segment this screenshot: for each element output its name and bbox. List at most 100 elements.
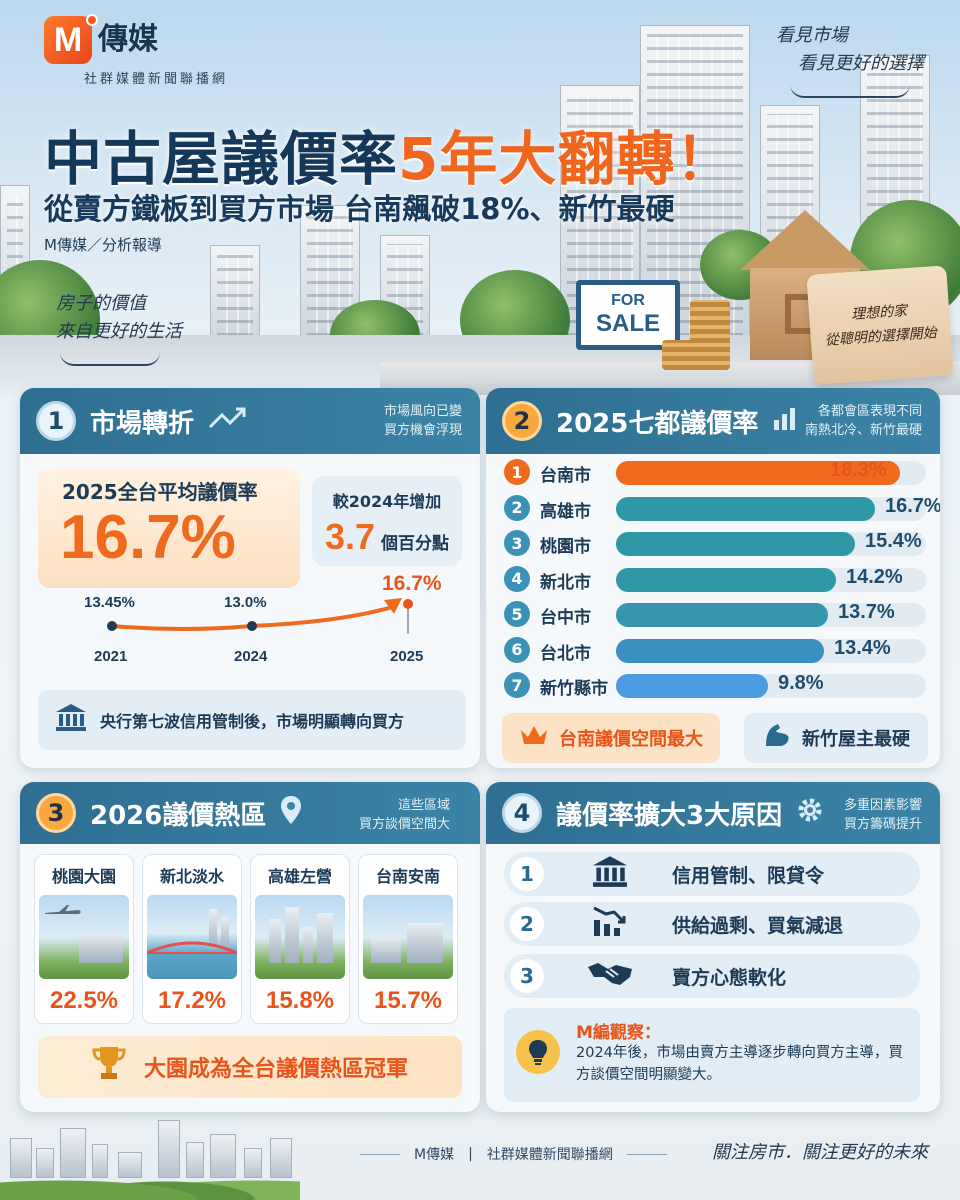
trend-up-icon	[208, 405, 248, 437]
coin-stack-icon	[662, 340, 696, 370]
panel-header: 3 2026議價熱區 這些區域 買方談價空間大	[20, 782, 480, 844]
hot-zone-rate: 15.8%	[265, 987, 335, 1014]
city-rank-row: 5 台中市 13.7%	[504, 600, 928, 628]
footer-slogan: 關注房市．關注更好的未來	[712, 1142, 928, 1163]
city-towers-image	[255, 895, 345, 979]
panel-note: 市場風向已變 買方機會浮現	[384, 402, 462, 440]
champion-banner: 大園成為全台議價熱區冠軍	[38, 1036, 462, 1098]
trend-point	[107, 621, 117, 631]
panel-title: 市場轉折	[90, 408, 195, 439]
rank-bar	[616, 674, 768, 698]
rank-bar-track	[616, 532, 926, 556]
reason-item: 3 賣方心態軟化	[504, 954, 920, 998]
airport-town-image	[39, 895, 129, 979]
hot-zone-card: 桃園大園 22.5%	[34, 854, 134, 1024]
rank-city: 台南市	[540, 466, 591, 486]
panel-header: 2 2025七都議價率 各都會區表現不同 南熱北冷、新竹最硬	[486, 388, 940, 454]
panel-note-line1: 市場風向已變	[383, 404, 462, 419]
rank-bar-track	[616, 567, 926, 592]
average-rate-card: 2025全台平均議價率 16.7%	[38, 468, 300, 588]
tag-hsinchu: 新竹屋主最硬	[744, 713, 928, 763]
rank-bar	[616, 461, 900, 485]
sale-sign-line2: SALE	[595, 310, 660, 337]
panel-note: 多重因素影響 買方籌碼提升	[844, 796, 922, 834]
rank-bar	[616, 496, 875, 521]
trend-line: 13.45% 2021 13.0% 2024 16.7% 2025	[50, 572, 470, 688]
rank-number: 5	[504, 601, 530, 627]
increase-unit: 個百分點	[381, 534, 450, 554]
bank-icon	[580, 854, 640, 895]
rank-city: 台北市	[540, 643, 591, 664]
rank-bar	[616, 638, 824, 663]
tag-hsinchu-text: 新竹屋主最硬	[802, 729, 910, 750]
quote-right: 看見市場 看見更好的選擇	[776, 22, 924, 78]
light-bulb-icon	[516, 1030, 560, 1074]
tag-tainan: 台南議價空間最大	[502, 713, 720, 763]
increase-label: 較2024年增加	[332, 492, 442, 511]
policy-info-bar: 央行第七波信用管制後，市場明顯轉向買方	[38, 690, 466, 750]
bank-icon	[54, 702, 88, 739]
trend-point	[403, 599, 413, 609]
rank-city: 高雄市	[540, 501, 591, 522]
trend-year-label: 2021	[94, 648, 128, 665]
page-subtitle: 從賣方鐵板到買方市場 台南飆破18%、新竹最硬	[44, 192, 675, 226]
footer-network: 社群媒體新聞聯播網	[486, 1147, 613, 1163]
quote-left: 房子的價值 來自更好的生活	[56, 290, 182, 346]
quote-left-line2: 來自更好的生活	[56, 321, 182, 342]
hot-zone-name: 高雄左營	[267, 867, 332, 886]
page-title: 中古屋議價率5年大翻轉！	[44, 112, 734, 196]
reason-text: 供給過剩、買氣減退	[672, 914, 844, 937]
trend-arrow-icon	[384, 598, 402, 614]
panel-note-line1: 各都會區表現不同	[817, 404, 922, 419]
airplane-icon	[45, 905, 81, 914]
reason-item: 2 供給過剩、買氣減退	[504, 902, 920, 946]
trend-year-label: 2025	[390, 648, 424, 665]
hot-zone-card: 高雄左營 15.8%	[250, 854, 350, 1024]
rank-bar	[616, 532, 855, 556]
city-rank-row: 6 台北市 13.4%	[504, 636, 928, 664]
city-rank-row: 4 新北市 14.2%	[504, 565, 928, 593]
crown-icon	[519, 724, 549, 752]
coin-stack-icon	[690, 300, 730, 370]
river-bridge-image	[147, 895, 237, 979]
rank-value: 13.4%	[834, 636, 891, 659]
squiggle-decoration	[790, 84, 910, 98]
rank-number: 4	[504, 565, 530, 592]
hot-zone-card: 台南安南 15.7%	[358, 854, 458, 1024]
tag-tainan-text: 台南議價空間最大	[559, 729, 703, 750]
chart-down-icon	[580, 904, 640, 945]
trend-year-label: 2024	[234, 648, 268, 665]
rank-number: 2	[504, 494, 530, 521]
city-rank-row: 2 高雄市 16.7%	[504, 494, 940, 522]
reason-text: 信用管制、限貸令	[672, 864, 825, 887]
rank-bar-track	[616, 496, 926, 521]
increase-value: 3.7	[324, 516, 376, 557]
tag-line2: 從聰明的選擇開始	[824, 325, 938, 349]
bridge-icon	[147, 941, 237, 955]
trend-value-label: 13.45%	[84, 594, 135, 611]
squiggle-decoration	[60, 352, 160, 366]
panel-note-line2: 買方談價空間大	[358, 817, 450, 832]
trend-value-label: 13.0%	[224, 594, 267, 611]
reason-item: 1 信用管制、限貸令	[504, 852, 920, 896]
panel-title: 議價率擴大3大原因	[556, 800, 783, 831]
increase-card: 較2024年增加 3.7 個百分點	[312, 476, 462, 566]
rank-value: 18.3%	[830, 459, 887, 481]
panel-note-line2: 買方籌碼提升	[843, 817, 922, 832]
panel-note-line1: 多重因素影響	[843, 798, 922, 813]
rank-city: 桃園市	[540, 537, 591, 557]
panel-header: 1 市場轉折 市場風向已變 買方機會浮現	[20, 388, 480, 454]
panel-hot-zones: 3 2026議價熱區 這些區域 買方談價空間大 桃園大園 22.5% 新北淡水 …	[20, 782, 480, 1112]
trend-value-label: 16.7%	[382, 572, 442, 595]
brand-logo: M 傳媒	[44, 14, 158, 64]
city-rank-row: 7 新竹縣市 9.8%	[504, 671, 928, 699]
rank-city: 新北市	[540, 572, 591, 593]
footer-brand: M傳媒 | 社群媒體新聞聯播網	[360, 1144, 667, 1164]
rank-number: 6	[504, 636, 530, 663]
suburb-houses-image	[363, 895, 453, 979]
rank-number: 7	[504, 672, 530, 698]
panel-title: 2026議價熱區	[90, 800, 267, 831]
champion-text: 大園成為全台議價熱區冠軍	[143, 1057, 408, 1082]
panel-note-line2: 買方機會浮現	[383, 423, 462, 438]
footer-brand-name: M傳媒	[414, 1147, 455, 1163]
